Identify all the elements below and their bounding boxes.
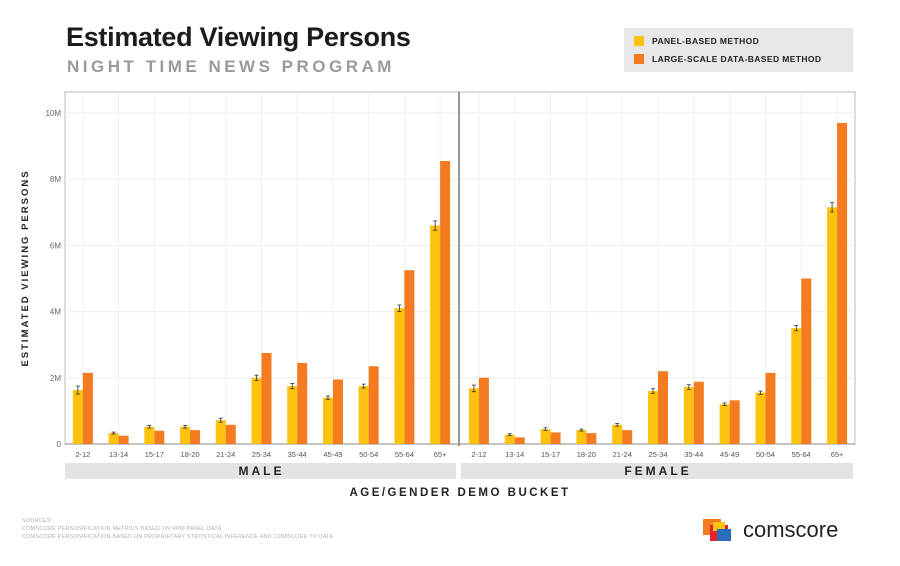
x-tick-label: 50-54 — [756, 450, 775, 459]
x-tick-label: 2-12 — [75, 450, 90, 459]
x-tick-label: 65+ — [434, 450, 447, 459]
bar-large-female-21-24 — [622, 430, 633, 444]
x-tick-label: 45-49 — [323, 450, 342, 459]
x-tick-label: 21-24 — [216, 450, 235, 459]
bar-panel-female-50-54 — [755, 392, 766, 444]
y-tick-label: 6M — [50, 241, 61, 250]
sources: SOURCES: COMSCORE PERSONIFICATION METRIC… — [22, 517, 333, 541]
x-tick-label: 15-17 — [145, 450, 164, 459]
bar-panel-male-25-34 — [251, 377, 262, 444]
bar-large-male-15-17 — [154, 430, 165, 444]
bar-panel-male-45-49 — [322, 397, 333, 444]
bar-panel-male-15-17 — [144, 426, 155, 444]
bar-large-female-45-49 — [729, 400, 740, 444]
bar-large-female-50-54 — [765, 372, 776, 444]
comscore-logo-text: comscore — [743, 517, 839, 542]
bar-large-female-55-64 — [801, 278, 812, 444]
x-tick-label: 2-12 — [471, 450, 486, 459]
bar-panel-female-15-17 — [540, 429, 551, 444]
bar-panel-male-50-54 — [358, 386, 369, 444]
bar-panel-male-35-44 — [287, 386, 298, 444]
bar-large-male-55-64 — [404, 270, 415, 444]
legend-item-panel: PANEL-BASED METHOD — [634, 36, 759, 46]
x-tick-label: 55-64 — [395, 450, 414, 459]
bar-panel-female-35-44 — [683, 387, 694, 444]
bar-large-male-50-54 — [368, 366, 379, 444]
bar-large-male-65+ — [440, 160, 451, 444]
x-tick-label: 65+ — [831, 450, 844, 459]
sources-line-1: COMSCORE PERSONIFICATION METRICS BASED O… — [22, 526, 222, 532]
bar-panel-male-2-12 — [72, 390, 83, 444]
bar-large-female-18-20 — [586, 433, 597, 444]
y-axis-title: ESTIMATED VIEWING PERSONS — [20, 169, 31, 366]
bar-large-female-2-12 — [478, 377, 489, 444]
plot-border — [64, 91, 856, 445]
x-tick-label: 50-54 — [359, 450, 378, 459]
panel-band-male — [65, 463, 456, 479]
bar-panel-female-18-20 — [576, 430, 587, 444]
bar-panel-female-2-12 — [468, 388, 479, 444]
comscore-logo-icon — [703, 519, 731, 541]
x-tick-label: 25-34 — [252, 450, 271, 459]
bar-large-male-45-49 — [332, 379, 343, 444]
x-tick-label: 55-64 — [792, 450, 811, 459]
y-tick-label: 8M — [50, 175, 61, 184]
legend-item-large: LARGE-SCALE DATA-BASED METHOD — [634, 54, 821, 64]
legend-label-panel: PANEL-BASED METHOD — [652, 36, 760, 46]
x-tick-label: 13-14 — [109, 450, 128, 459]
bar-panel-male-55-64 — [394, 308, 405, 444]
chart-subtitle: NIGHT TIME NEWS PROGRAM — [67, 57, 395, 76]
panel-label-male: MALE — [239, 464, 285, 478]
x-axis-title: AGE/GENDER DEMO BUCKET — [349, 487, 570, 499]
bar-large-male-18-20 — [190, 430, 201, 444]
bar-large-female-13-14 — [514, 437, 525, 444]
x-tick-label: 15-17 — [541, 450, 560, 459]
bar-large-male-13-14 — [118, 435, 129, 444]
bar-large-female-15-17 — [550, 432, 561, 444]
bar-panel-male-18-20 — [180, 426, 191, 444]
y-tick-label: 0 — [57, 440, 62, 449]
x-tick-label: 18-20 — [180, 450, 199, 459]
bar-panel-female-55-64 — [791, 328, 802, 444]
y-tick-label: 2M — [50, 374, 61, 383]
legend-swatch-panel — [634, 36, 644, 46]
x-tick-label: 25-34 — [648, 450, 667, 459]
x-tick-label: 18-20 — [577, 450, 596, 459]
y-tick-label: 4M — [50, 308, 61, 317]
legend-swatch-large — [634, 54, 644, 64]
bar-large-male-21-24 — [225, 424, 236, 444]
x-tick-label: 21-24 — [613, 450, 632, 459]
bar-panel-female-13-14 — [504, 434, 515, 444]
x-tick-label: 45-49 — [720, 450, 739, 459]
bar-panel-male-21-24 — [215, 420, 226, 444]
bar-panel-female-45-49 — [719, 404, 730, 444]
chart-title: Estimated Viewing Persons — [66, 22, 411, 52]
bar-large-male-35-44 — [297, 362, 308, 444]
sources-line-2: COMSCORE PERSONIFICATION BASED ON PROPRI… — [22, 534, 334, 540]
legend: PANEL-BASED METHOD LARGE-SCALE DATA-BASE… — [624, 28, 853, 72]
x-tick-label: 35-44 — [684, 450, 703, 459]
bar-panel-female-65+ — [827, 207, 838, 444]
bar-large-female-25-34 — [658, 371, 668, 444]
sources-heading: SOURCES: — [22, 518, 53, 524]
bar-large-female-35-44 — [693, 381, 704, 444]
bar-large-male-25-34 — [261, 352, 272, 444]
panel-label-female: FEMALE — [624, 464, 691, 478]
x-tick-label: 13-14 — [505, 450, 524, 459]
x-tick-label: 35-44 — [288, 450, 307, 459]
bar-large-female-65+ — [837, 122, 848, 445]
panel-band-female — [461, 463, 853, 479]
y-tick-label: 10M — [45, 109, 61, 118]
bar-panel-male-13-14 — [108, 433, 119, 444]
bar-panel-female-21-24 — [612, 424, 623, 444]
legend-label-large: LARGE-SCALE DATA-BASED METHOD — [652, 54, 822, 64]
bar-panel-male-65+ — [430, 225, 441, 444]
bar-panel-female-25-34 — [648, 391, 658, 444]
bar-large-male-2-12 — [82, 372, 93, 444]
comscore-logo: comscore — [703, 517, 838, 543]
